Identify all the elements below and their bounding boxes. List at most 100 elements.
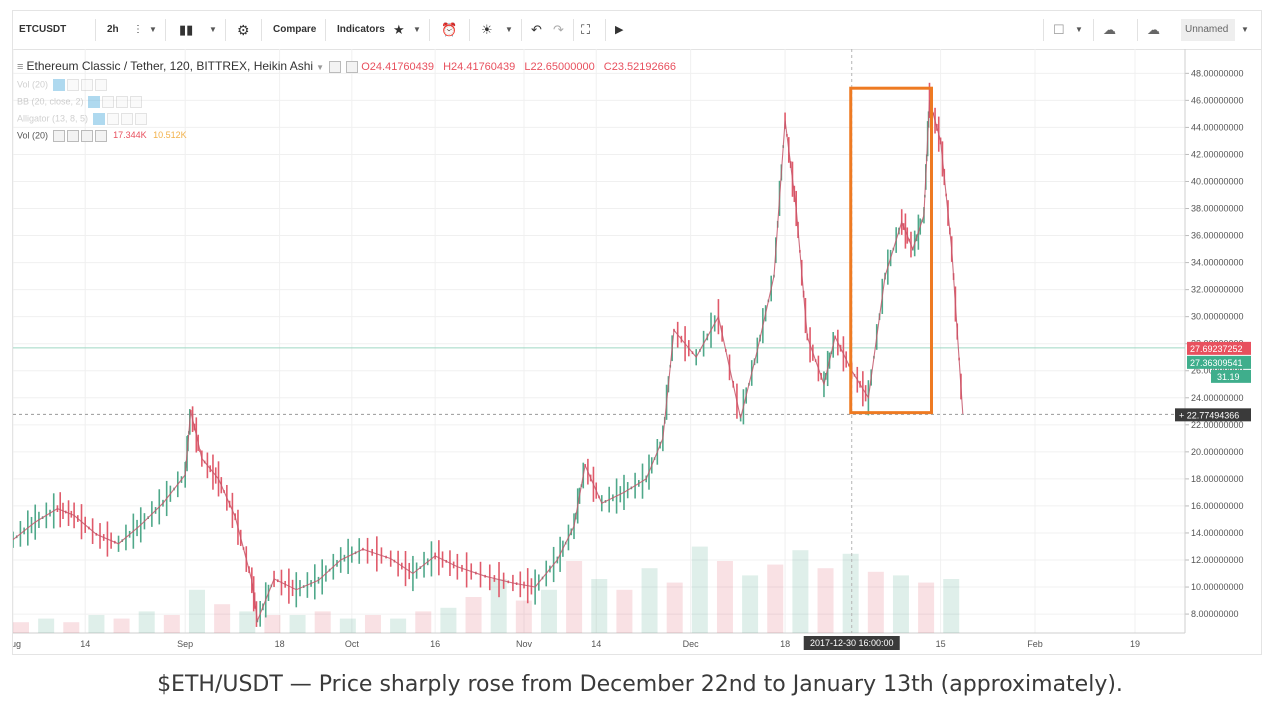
- star-icon[interactable]: ★: [393, 22, 405, 37]
- volume-bar: [716, 561, 733, 633]
- indicator-eye-icon[interactable]: [92, 113, 105, 125]
- ideas-dropdown-icon[interactable]: ▼: [505, 25, 513, 34]
- indicator-gear-icon[interactable]: [66, 79, 79, 91]
- last-price-label: 27.69237252: [1190, 344, 1243, 354]
- indicator-plus-icon[interactable]: [116, 96, 129, 108]
- symbol-search[interactable]: ETCUSDT: [19, 24, 67, 35]
- volume-bar: [440, 607, 457, 633]
- indicator-close-icon[interactable]: [94, 130, 107, 142]
- lightbulb-icon[interactable]: ☀: [481, 22, 493, 37]
- toolbar-divider: [1137, 19, 1138, 41]
- volume-bar: [892, 575, 909, 633]
- play-icon[interactable]: ▶: [615, 24, 624, 36]
- legend-settings-icon[interactable]: [346, 61, 359, 74]
- layout-dropdown-icon[interactable]: ▼: [1075, 25, 1083, 34]
- compare-button[interactable]: Compare: [273, 24, 317, 35]
- indicator-row[interactable]: Vol (20): [17, 79, 107, 91]
- y-tick-label: 40.00000000: [1191, 176, 1244, 186]
- indicator-eye-icon[interactable]: [52, 79, 65, 91]
- more-intervals-icon[interactable]: ⋮: [133, 24, 143, 35]
- indicator-plus-icon[interactable]: [80, 79, 93, 91]
- y-tick-label: 12.00000000: [1191, 555, 1244, 565]
- legend-collapse-icon[interactable]: ≡: [17, 61, 24, 73]
- y-tick-label: 36.00000000: [1191, 231, 1244, 241]
- volume-bar: [38, 618, 55, 633]
- undo-icon[interactable]: ↶: [531, 22, 542, 37]
- x-tick-label: 14: [80, 639, 90, 649]
- volume-bar: [214, 604, 231, 633]
- y-tick-label: 44.00000000: [1191, 122, 1244, 132]
- indicator-label: Alligator (13, 8, 5): [17, 113, 89, 124]
- cloud-save-icon[interactable]: ☁: [1147, 22, 1160, 37]
- redo-icon[interactable]: ↷: [553, 22, 564, 37]
- chart-legend: ≡ Ethereum Classic / Tether, 120, BITTRE…: [17, 59, 676, 74]
- toolbar-divider: [1043, 19, 1044, 41]
- legend-high: H24.41760439: [443, 61, 516, 73]
- volume-bar: [515, 600, 532, 633]
- indicator-close-icon[interactable]: [94, 79, 107, 91]
- crosshair-time-label: 2017-12-30 16:00:00: [810, 638, 894, 648]
- indicator-gear-icon[interactable]: [66, 130, 79, 142]
- indicator-plus-icon[interactable]: [120, 113, 133, 125]
- crosshair-price-label: + 22.77494366: [1179, 410, 1239, 420]
- chart-plot-area[interactable]: 48.00000000 46.00000000 44.00000000 42.0000…: [5, 49, 1261, 655]
- figure-caption: $ETH/USDT — Price sharply rose from Dece…: [157, 672, 1123, 697]
- volume-bar: [490, 579, 507, 633]
- indicator-gear-icon[interactable]: [106, 113, 119, 125]
- alert-clock-icon[interactable]: ⏰: [441, 22, 458, 37]
- indicator-close-icon[interactable]: [134, 113, 147, 125]
- indicator-plus-icon[interactable]: [80, 130, 93, 142]
- interval-button[interactable]: 2h: [107, 24, 119, 35]
- y-tick-label: 46.00000000: [1191, 95, 1244, 105]
- cloud-load-icon[interactable]: ☁: [1103, 22, 1116, 37]
- legend-title: Ethereum Classic / Tether, 120, BITTREX,…: [26, 59, 314, 73]
- legend-visibility-icon[interactable]: [329, 61, 342, 74]
- volume-bar: [339, 618, 356, 633]
- volume-bar: [943, 579, 960, 633]
- volume-bar: [566, 561, 583, 633]
- y-tick-label: 8.00000000: [1191, 609, 1239, 619]
- volume-bar: [239, 611, 256, 633]
- legend-low: L22.65000000: [524, 61, 595, 73]
- style-dropdown-icon[interactable]: ▼: [209, 25, 217, 34]
- price-series-line: [12, 100, 964, 623]
- volume-bar: [616, 589, 633, 633]
- volume-bar: [540, 589, 557, 633]
- volume-bar: [591, 579, 608, 633]
- volume-value-down: 17.344K: [113, 130, 147, 141]
- layout-name-dropdown-icon[interactable]: ▼: [1241, 25, 1249, 34]
- toolbar: ETCUSDT 2h ⋮ ▼ ▮▮ ▼ ⚙ Compare Indicators…: [13, 11, 1261, 50]
- volume-bar: [742, 575, 759, 633]
- candles-style-icon[interactable]: ▮▮: [179, 22, 194, 37]
- indicator-eye-icon[interactable]: [52, 130, 65, 142]
- y-tick-label: 14.00000000: [1191, 528, 1244, 538]
- toolbar-divider: [605, 19, 606, 41]
- fullscreen-icon[interactable]: ⛶: [581, 22, 591, 37]
- volume-bar: [792, 550, 809, 633]
- close-price-label-bg: [1187, 355, 1251, 369]
- x-tick-label: 15: [936, 639, 946, 649]
- legend-dropdown-icon[interactable]: ▼: [316, 63, 325, 72]
- indicator-gear-icon[interactable]: [102, 96, 115, 108]
- x-tick-label: Dec: [683, 639, 700, 649]
- gear-icon[interactable]: ⚙: [237, 22, 250, 38]
- volume-bar: [691, 546, 708, 633]
- layout-square-icon[interactable]: ☐: [1053, 22, 1065, 37]
- indicator-label: Vol (20): [17, 130, 49, 141]
- price-chart[interactable]: 48.00000000 46.00000000 44.00000000 42.0000…: [5, 49, 1261, 655]
- crosshair-price-bg: [1175, 408, 1251, 422]
- interval-dropdown-icon[interactable]: ▼: [149, 25, 157, 34]
- layout-name-button[interactable]: Unnamed: [1181, 19, 1235, 41]
- favorites-dropdown-icon[interactable]: ▼: [413, 25, 421, 34]
- indicator-eye-icon[interactable]: [88, 96, 101, 108]
- indicators-button[interactable]: Indicators: [337, 24, 385, 35]
- toolbar-divider: [261, 19, 262, 41]
- indicator-row[interactable]: Vol (20) 17.344K 10.512K: [17, 130, 187, 142]
- y-tick-label: 16.00000000: [1191, 501, 1244, 511]
- indicator-row[interactable]: BB (20, close, 2): [17, 96, 143, 108]
- volume-bar: [867, 571, 884, 633]
- indicator-close-icon[interactable]: [130, 96, 143, 108]
- indicator-row[interactable]: Alligator (13, 8, 5): [17, 113, 147, 125]
- volume-bar: [767, 564, 784, 633]
- volume-bar: [113, 618, 130, 633]
